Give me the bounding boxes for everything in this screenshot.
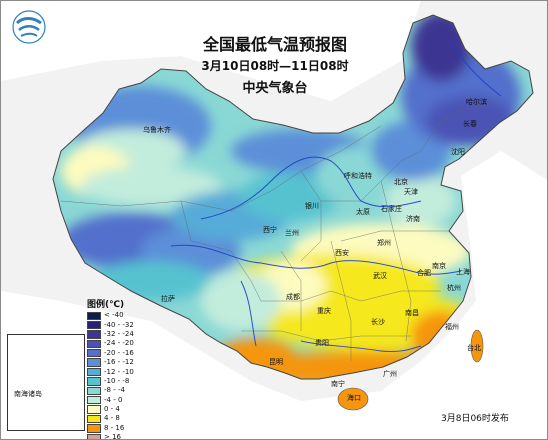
legend-label: 4 - 8	[104, 414, 120, 423]
map-subtitle: 3月10日08时—11日08时	[201, 59, 349, 73]
legend-item: -4 - 0	[87, 396, 147, 405]
inset-label: 南海诸岛	[14, 390, 42, 398]
issue-time: 3月8日06时发布	[441, 414, 509, 424]
legend-item: -32 - -24	[87, 330, 147, 339]
legend-swatch	[87, 386, 101, 396]
city-label: 广州	[383, 370, 397, 378]
legend-item: -24 - -20	[87, 339, 147, 349]
legend-label: -24 - -20	[104, 339, 134, 348]
legend: 图例(℃) < -40 -40 - -32 -32 - -24 -24 - -20 -2…	[87, 299, 147, 440]
legend-item: 4 - 8	[87, 414, 147, 424]
agency-name: 中央气象台	[242, 81, 308, 96]
legend-item: -40 - -32	[87, 320, 147, 330]
legend-swatch	[87, 424, 101, 433]
legend-swatch	[87, 367, 101, 377]
legend-label: -10 - -8	[104, 376, 130, 385]
city-label: 贵阳	[315, 339, 329, 347]
legend-swatch	[87, 405, 101, 414]
city-label: 拉萨	[161, 295, 175, 303]
legend-label: 0 - 4	[104, 405, 120, 414]
legend-swatch	[87, 377, 101, 386]
legend-label: 8 - 16	[104, 423, 125, 432]
legend-item: -16 - -12	[87, 358, 147, 367]
city-label: 天津	[404, 188, 418, 196]
city-label: 昆明	[269, 358, 283, 366]
legend-label: -16 - -12	[104, 358, 134, 367]
legend-label: -40 - -32	[104, 320, 134, 329]
legend-label: -32 - -24	[104, 329, 134, 338]
city-label: 合肥	[417, 269, 431, 277]
legend-item: 0 - 4	[87, 405, 147, 414]
city-label: 石家庄	[381, 205, 402, 213]
city-label: 长春	[463, 120, 477, 128]
city-label: 银川	[305, 202, 319, 210]
city-label: 呼和浩特	[344, 172, 372, 180]
city-label: 台北	[467, 344, 481, 352]
legend-label: < -40	[104, 311, 124, 320]
legend-label: > 16	[104, 433, 121, 440]
map-title: 全国最低气温预报图	[202, 35, 347, 54]
city-label: 重庆	[317, 307, 331, 315]
city-label: 西安	[335, 249, 349, 257]
legend-label: -20 - -16	[104, 348, 134, 357]
city-label: 南宁	[331, 380, 345, 388]
legend-swatch	[87, 349, 101, 358]
legend-item: -8 - -4	[87, 386, 147, 396]
legend-swatch	[87, 414, 101, 424]
legend-swatch	[87, 396, 101, 405]
city-label: 兰州	[285, 229, 299, 237]
legend-label: -8 - -4	[104, 386, 125, 395]
legend-swatch	[87, 358, 101, 367]
city-label: 武汉	[373, 272, 387, 280]
legend-item: -10 - -8	[87, 377, 147, 386]
legend-item: -12 - -10	[87, 367, 147, 377]
city-label: 海口	[347, 394, 361, 402]
city-label: 长沙	[371, 318, 385, 326]
legend-item: < -40	[87, 311, 147, 320]
legend-item: > 16	[87, 433, 147, 440]
legend-swatch	[87, 320, 101, 330]
legend-label: -12 - -10	[104, 367, 134, 376]
legend-title: 图例(℃)	[87, 300, 125, 310]
city-label: 郑州	[377, 239, 391, 247]
city-label: 成都	[286, 293, 300, 301]
city-label: 沈阳	[451, 148, 465, 156]
legend-label: -4 - 0	[104, 395, 123, 404]
cma-logo-icon	[12, 10, 46, 44]
legend-swatch	[87, 433, 101, 439]
legend-swatch	[87, 311, 101, 320]
city-label: 北京	[394, 178, 408, 186]
legend-item: 8 - 16	[87, 424, 147, 433]
city-label: 哈尔滨	[466, 98, 487, 106]
city-label: 西宁	[263, 226, 277, 234]
inset-frame: 南海诸岛	[7, 334, 85, 431]
city-label: 南京	[432, 262, 446, 270]
city-label: 太原	[356, 208, 370, 216]
city-label: 南昌	[405, 309, 419, 317]
city-label: 济南	[406, 215, 420, 223]
legend-item: -20 - -16	[87, 349, 147, 358]
city-label: 福州	[445, 323, 459, 331]
city-label: 上海	[456, 268, 470, 276]
city-label: 乌鲁木齐	[143, 126, 171, 134]
city-label: 杭州	[447, 284, 461, 292]
legend-swatch	[87, 339, 101, 349]
legend-swatch	[87, 330, 101, 339]
